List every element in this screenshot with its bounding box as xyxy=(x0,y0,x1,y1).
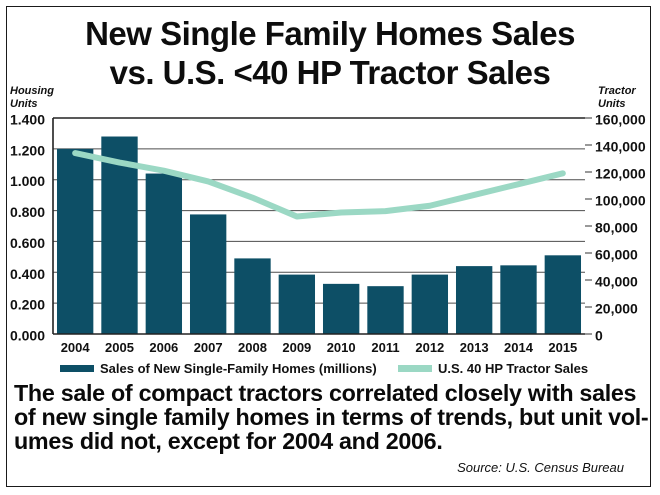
svg-text:2010: 2010 xyxy=(327,340,356,355)
svg-text:2004: 2004 xyxy=(61,340,91,355)
svg-text:0.800: 0.800 xyxy=(10,204,45,220)
svg-text:2006: 2006 xyxy=(149,340,178,355)
svg-text:2014: 2014 xyxy=(504,340,534,355)
svg-text:0.400: 0.400 xyxy=(10,266,45,282)
svg-text:2009: 2009 xyxy=(282,340,311,355)
svg-text:0.000: 0.000 xyxy=(10,328,45,344)
svg-text:0.600: 0.600 xyxy=(10,235,45,251)
svg-text:140,000: 140,000 xyxy=(595,139,646,155)
svg-text:2005: 2005 xyxy=(105,340,134,355)
svg-text:2007: 2007 xyxy=(194,340,223,355)
svg-text:2012: 2012 xyxy=(415,340,444,355)
svg-text:0.200: 0.200 xyxy=(10,297,45,313)
svg-text:100,000: 100,000 xyxy=(595,193,646,209)
svg-text:1.200: 1.200 xyxy=(10,142,45,158)
svg-text:80,000: 80,000 xyxy=(595,220,638,236)
svg-text:1.000: 1.000 xyxy=(10,173,45,189)
svg-text:2011: 2011 xyxy=(371,340,399,355)
svg-text:2008: 2008 xyxy=(238,340,267,355)
svg-text:60,000: 60,000 xyxy=(595,247,638,263)
svg-text:2013: 2013 xyxy=(460,340,489,355)
svg-text:0: 0 xyxy=(595,328,603,344)
svg-text:20,000: 20,000 xyxy=(595,301,638,317)
svg-text:160,000: 160,000 xyxy=(595,112,646,128)
svg-text:120,000: 120,000 xyxy=(595,166,646,182)
svg-text:2015: 2015 xyxy=(548,340,577,355)
svg-text:1.400: 1.400 xyxy=(10,112,45,128)
svg-text:40,000: 40,000 xyxy=(595,274,638,290)
